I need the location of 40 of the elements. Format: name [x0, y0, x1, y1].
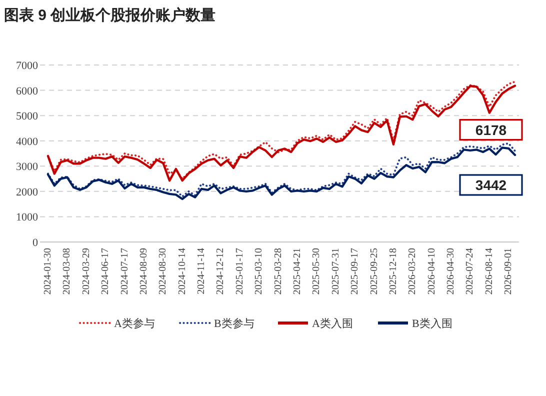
legend-label: B类入围: [412, 317, 452, 330]
annotation: 3442: [475, 176, 507, 193]
x-tick-label: 2025-03-10: [254, 248, 265, 295]
legend-label: A类入围: [312, 317, 353, 330]
x-tick-label: 2025-09-25: [368, 248, 380, 295]
chart-title: 图表 9 创业板个股报价账户数量: [4, 6, 216, 24]
x-tick-label: 2026-04-10: [426, 248, 438, 295]
x-tick-label: 2024-08-09: [138, 248, 150, 295]
x-tick-label: 2024-11-14: [196, 248, 208, 294]
x-tick-label: 2026-09-01: [503, 248, 514, 295]
x-tick-label: 2024-08-30: [158, 248, 169, 295]
x-tick-label: 2024-10-14: [176, 248, 188, 295]
y-tick-label: 1000: [16, 212, 38, 224]
x-tick-label: 2026-04-30: [446, 248, 457, 295]
y-tick-label: 0: [32, 237, 38, 249]
x-tick-label: 2024-06-17: [100, 248, 112, 295]
annotation: 6178: [475, 122, 507, 138]
x-tick-label: 2026-08-14: [484, 248, 495, 295]
x-tick-label: 2024-01-30: [42, 248, 54, 295]
y-tick-label: 6000: [16, 85, 38, 98]
y-tick-label: 5000: [16, 110, 38, 123]
y-tick-label: 7000: [16, 60, 38, 72]
x-tick-label: 2024-07-17: [119, 248, 130, 295]
y-tick-label: 3000: [16, 161, 38, 174]
x-tick-label: 2026-07-24: [464, 248, 476, 295]
legend-label: B类参与: [214, 317, 254, 330]
x-tick-label: 2024-03-08: [62, 248, 73, 295]
legend-label: A类参与: [114, 317, 155, 330]
x-tick-label: 2024-03-29: [80, 248, 92, 295]
x-tick-label: 2025-03-28: [272, 248, 284, 295]
x-tick-label: 2025-04-21: [292, 248, 303, 295]
x-tick-label: 2026-03-20: [407, 248, 418, 295]
x-tick-label: 2025-09-17: [350, 248, 361, 295]
y-tick-label: 4000: [16, 136, 38, 148]
x-tick-label: 2025-07-31: [330, 248, 342, 295]
x-tick-label: 2025-01-17: [234, 248, 246, 295]
x-tick-label: 2025-12-18: [388, 248, 399, 295]
x-tick-label: 2024-12-12: [215, 248, 226, 295]
y-tick-label: 2000: [16, 186, 38, 198]
x-tick-label: 2025-05-30: [311, 248, 322, 295]
